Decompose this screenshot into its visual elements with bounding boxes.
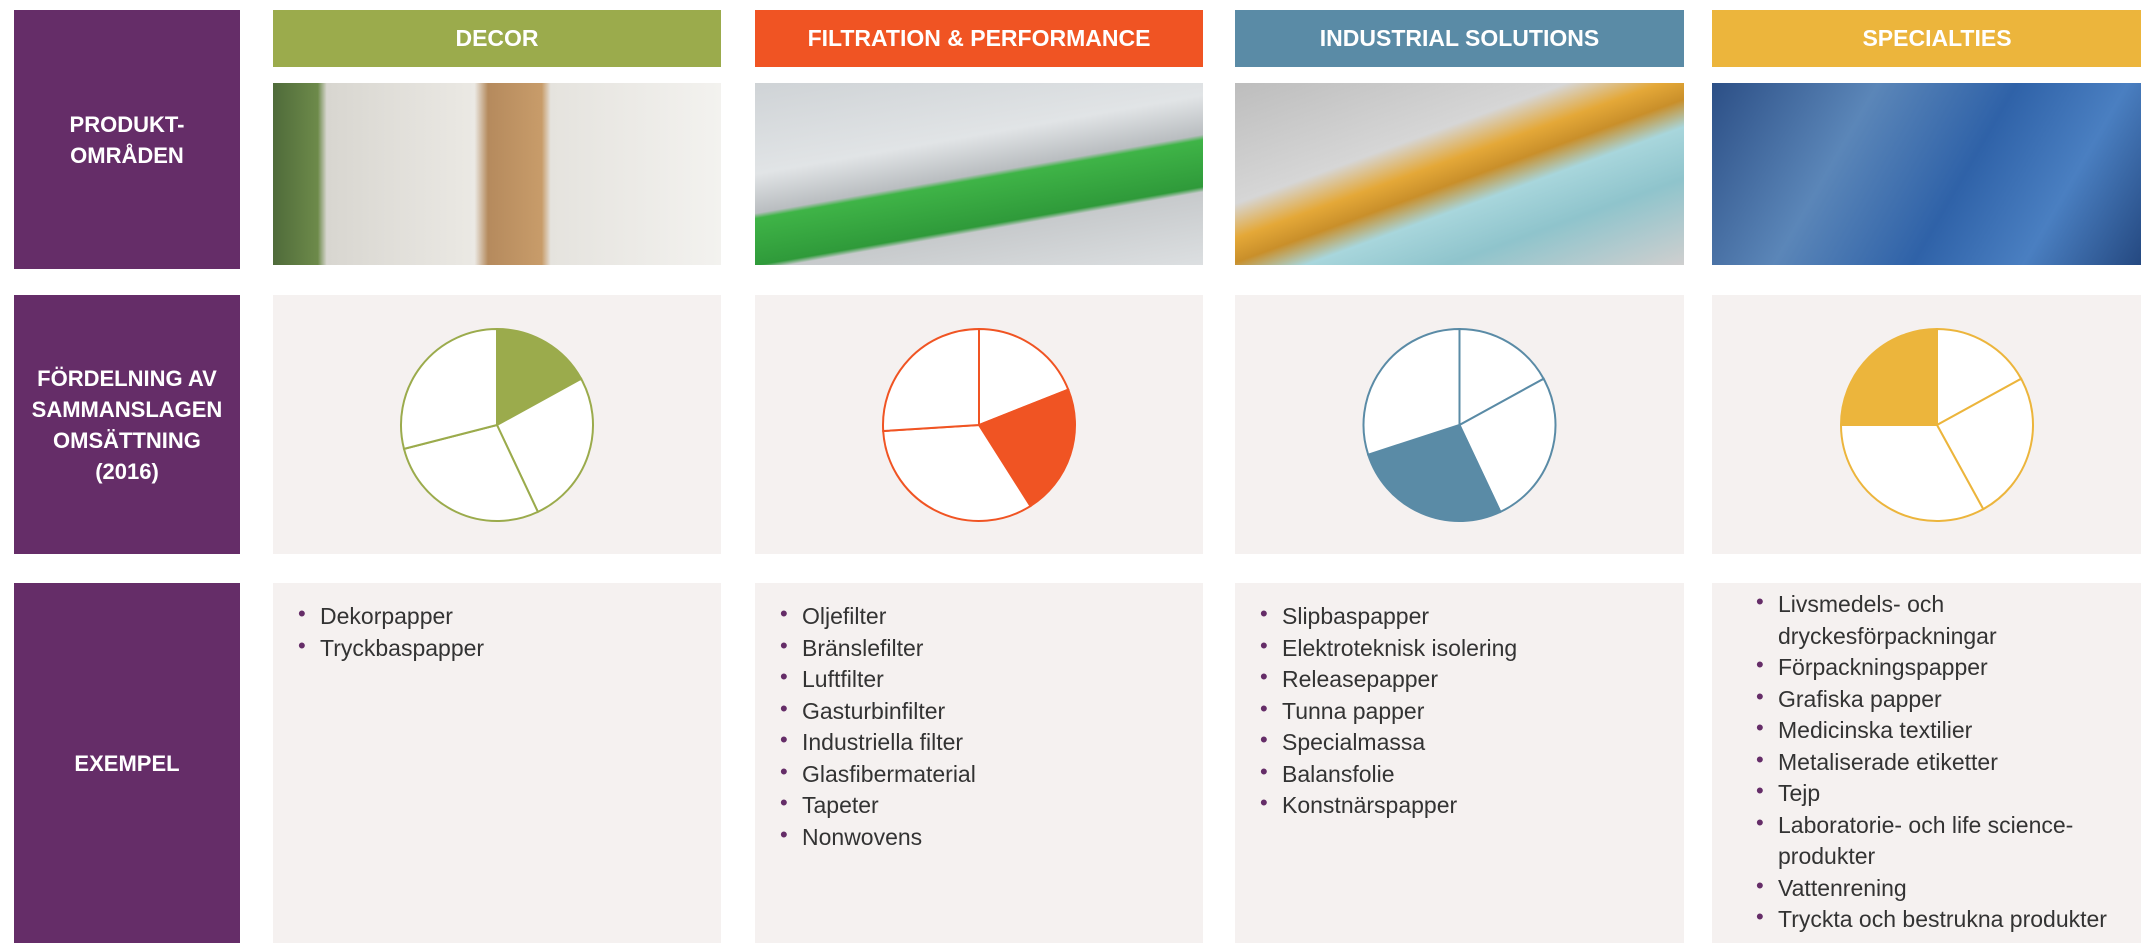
example-item: Dekorpapper [296,601,721,633]
example-item: Releasepapper [1258,664,1684,696]
product-image [755,83,1203,265]
examples-panel: OljefilterBränslefilterLuftfilterGasturb… [755,583,1203,943]
pie-chart [755,295,1203,554]
example-item: Förpackningspapper [1754,652,2124,684]
row-label: FÖRDELNING AV SAMMANSLAGEN OMSÄTTNING (2… [25,363,230,487]
example-item: Vattenrening [1754,873,2124,905]
example-item: Metaliserade etiketter [1754,747,2124,779]
pie-slice [1841,329,1937,425]
row-label-box: PRODUKT-OMRÅDEN [14,10,240,269]
product-image [273,83,721,265]
pie-chart [1712,295,2141,554]
pie-panel [1235,295,1684,554]
example-item: Bränslefilter [778,633,1203,665]
examples-list: DekorpapperTryckbaspapper [296,601,721,664]
row-label: PRODUKT-OMRÅDEN [57,109,197,171]
example-item: Balansfolie [1258,759,1684,791]
pie-slice [883,329,979,431]
example-item: Grafiska papper [1754,684,2124,716]
pie-panel [273,295,721,554]
example-item: Laboratorie- och life science-produkter [1754,810,2124,873]
pie-panel [1712,295,2141,554]
example-item: Slipbaspapper [1258,601,1684,633]
column-header: FILTRATION & PERFORMANCE [755,10,1203,67]
example-item: Glasfibermaterial [778,759,1203,791]
examples-panel: DekorpapperTryckbaspapper [273,583,721,943]
example-item: Tapeter [778,790,1203,822]
pie-panel [755,295,1203,554]
examples-panel: Livsmedels- och dryckesförpackningarFörp… [1712,583,2141,943]
example-item: Tryckbaspapper [296,633,721,665]
example-item: Konstnärspapper [1258,790,1684,822]
product-image [1235,83,1684,265]
example-item: Tunna papper [1258,696,1684,728]
row-label: EXEMPEL [74,748,179,779]
column-header: INDUSTRIAL SOLUTIONS [1235,10,1684,67]
example-item: Medicinska textilier [1754,715,2124,747]
example-item: Tejp [1754,778,2124,810]
column-header: DECOR [273,10,721,67]
pie-chart [273,295,721,554]
example-item: Nonwovens [778,822,1203,854]
page: PRODUKT-OMRÅDEN FÖRDELNING AV SAMMANSLAGE… [0,0,2141,933]
example-item: Luftfilter [778,664,1203,696]
examples-panel: SlipbaspapperElektroteknisk isoleringRel… [1235,583,1684,943]
row-label-box: EXEMPEL [14,583,240,943]
example-item: Elektroteknisk isolering [1258,633,1684,665]
product-image [1712,83,2141,265]
example-item: Gasturbinfilter [778,696,1203,728]
example-item: Specialmassa [1258,727,1684,759]
example-item: Oljefilter [778,601,1203,633]
pie-chart [1235,295,1684,554]
example-item: Livsmedels- och dryckesförpackningar [1754,589,2124,652]
example-item: Industriella filter [778,727,1203,759]
examples-list: OljefilterBränslefilterLuftfilterGasturb… [778,601,1203,853]
examples-list: SlipbaspapperElektroteknisk isoleringRel… [1258,601,1684,822]
row-label-box: FÖRDELNING AV SAMMANSLAGEN OMSÄTTNING (2… [14,295,240,554]
column-header: SPECIALTIES [1712,10,2141,67]
examples-list: Livsmedels- och dryckesförpackningarFörp… [1754,589,2124,936]
example-item: Tryckta och bestrukna produkter [1754,904,2124,936]
